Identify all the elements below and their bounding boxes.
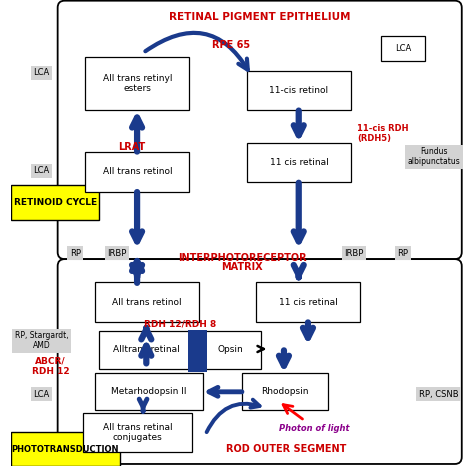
Text: LRAT: LRAT	[118, 142, 145, 152]
Text: LCA: LCA	[395, 44, 411, 53]
FancyBboxPatch shape	[95, 283, 199, 322]
Text: RP, Stargardt,
AMD: RP, Stargardt, AMD	[15, 331, 68, 350]
Text: All trans retinol: All trans retinol	[112, 297, 182, 307]
FancyBboxPatch shape	[247, 71, 351, 110]
Text: RPE 65: RPE 65	[212, 40, 250, 50]
Text: RP: RP	[398, 248, 409, 258]
Text: Rhodopsin: Rhodopsin	[261, 387, 309, 396]
Text: Metarhodopsin II: Metarhodopsin II	[111, 387, 187, 396]
Text: IRBP: IRBP	[345, 248, 364, 258]
FancyBboxPatch shape	[11, 432, 120, 467]
Text: RP, CSNB: RP, CSNB	[419, 389, 458, 399]
Bar	[188, 330, 207, 372]
Text: RETINAL PIGMENT EPITHELIUM: RETINAL PIGMENT EPITHELIUM	[169, 12, 351, 22]
Text: IRBP: IRBP	[107, 248, 127, 258]
Text: 11 cis retinal: 11 cis retinal	[279, 297, 337, 307]
FancyBboxPatch shape	[242, 373, 328, 410]
Text: Opsin: Opsin	[218, 346, 244, 354]
Text: PHOTOTRANSDUCTION: PHOTOTRANSDUCTION	[12, 445, 119, 454]
FancyBboxPatch shape	[58, 0, 462, 259]
Text: MATRIX: MATRIX	[221, 262, 263, 272]
Text: RETINOID CYCLE: RETINOID CYCLE	[14, 198, 97, 207]
Text: ROD OUTER SEGMENT: ROD OUTER SEGMENT	[226, 444, 346, 453]
FancyBboxPatch shape	[247, 143, 351, 182]
FancyBboxPatch shape	[201, 331, 261, 368]
Text: INTERPHOTORECEPTOR: INTERPHOTORECEPTOR	[178, 253, 307, 263]
Text: ABCR/
RDH 12: ABCR/ RDH 12	[32, 356, 70, 376]
Text: Alltrans retinal: Alltrans retinal	[113, 346, 180, 354]
Text: 11-cis RDH
(RDH5): 11-cis RDH (RDH5)	[357, 124, 409, 143]
Text: RP: RP	[70, 248, 81, 258]
Text: RDH 12/RDH 8: RDH 12/RDH 8	[144, 320, 216, 329]
FancyBboxPatch shape	[83, 413, 191, 453]
Text: All trans retinol: All trans retinol	[102, 167, 172, 177]
FancyBboxPatch shape	[85, 57, 189, 110]
FancyBboxPatch shape	[381, 35, 425, 61]
Text: All trans retinal
conjugates: All trans retinal conjugates	[102, 423, 172, 442]
Text: LCA: LCA	[33, 166, 50, 175]
Text: LCA: LCA	[33, 389, 50, 399]
Text: Photon of light: Photon of light	[279, 424, 349, 432]
Text: 11-cis retinol: 11-cis retinol	[269, 86, 328, 95]
Text: 11 cis retinal: 11 cis retinal	[270, 158, 328, 167]
FancyBboxPatch shape	[95, 373, 203, 410]
Text: Fundus
albipunctatus: Fundus albipunctatus	[408, 147, 460, 166]
FancyBboxPatch shape	[11, 184, 99, 219]
FancyBboxPatch shape	[256, 283, 360, 322]
FancyBboxPatch shape	[99, 331, 194, 368]
FancyBboxPatch shape	[85, 152, 189, 191]
FancyBboxPatch shape	[58, 259, 462, 464]
Text: LCA: LCA	[33, 68, 50, 78]
Text: All trans retinyl
esters: All trans retinyl esters	[102, 74, 172, 93]
